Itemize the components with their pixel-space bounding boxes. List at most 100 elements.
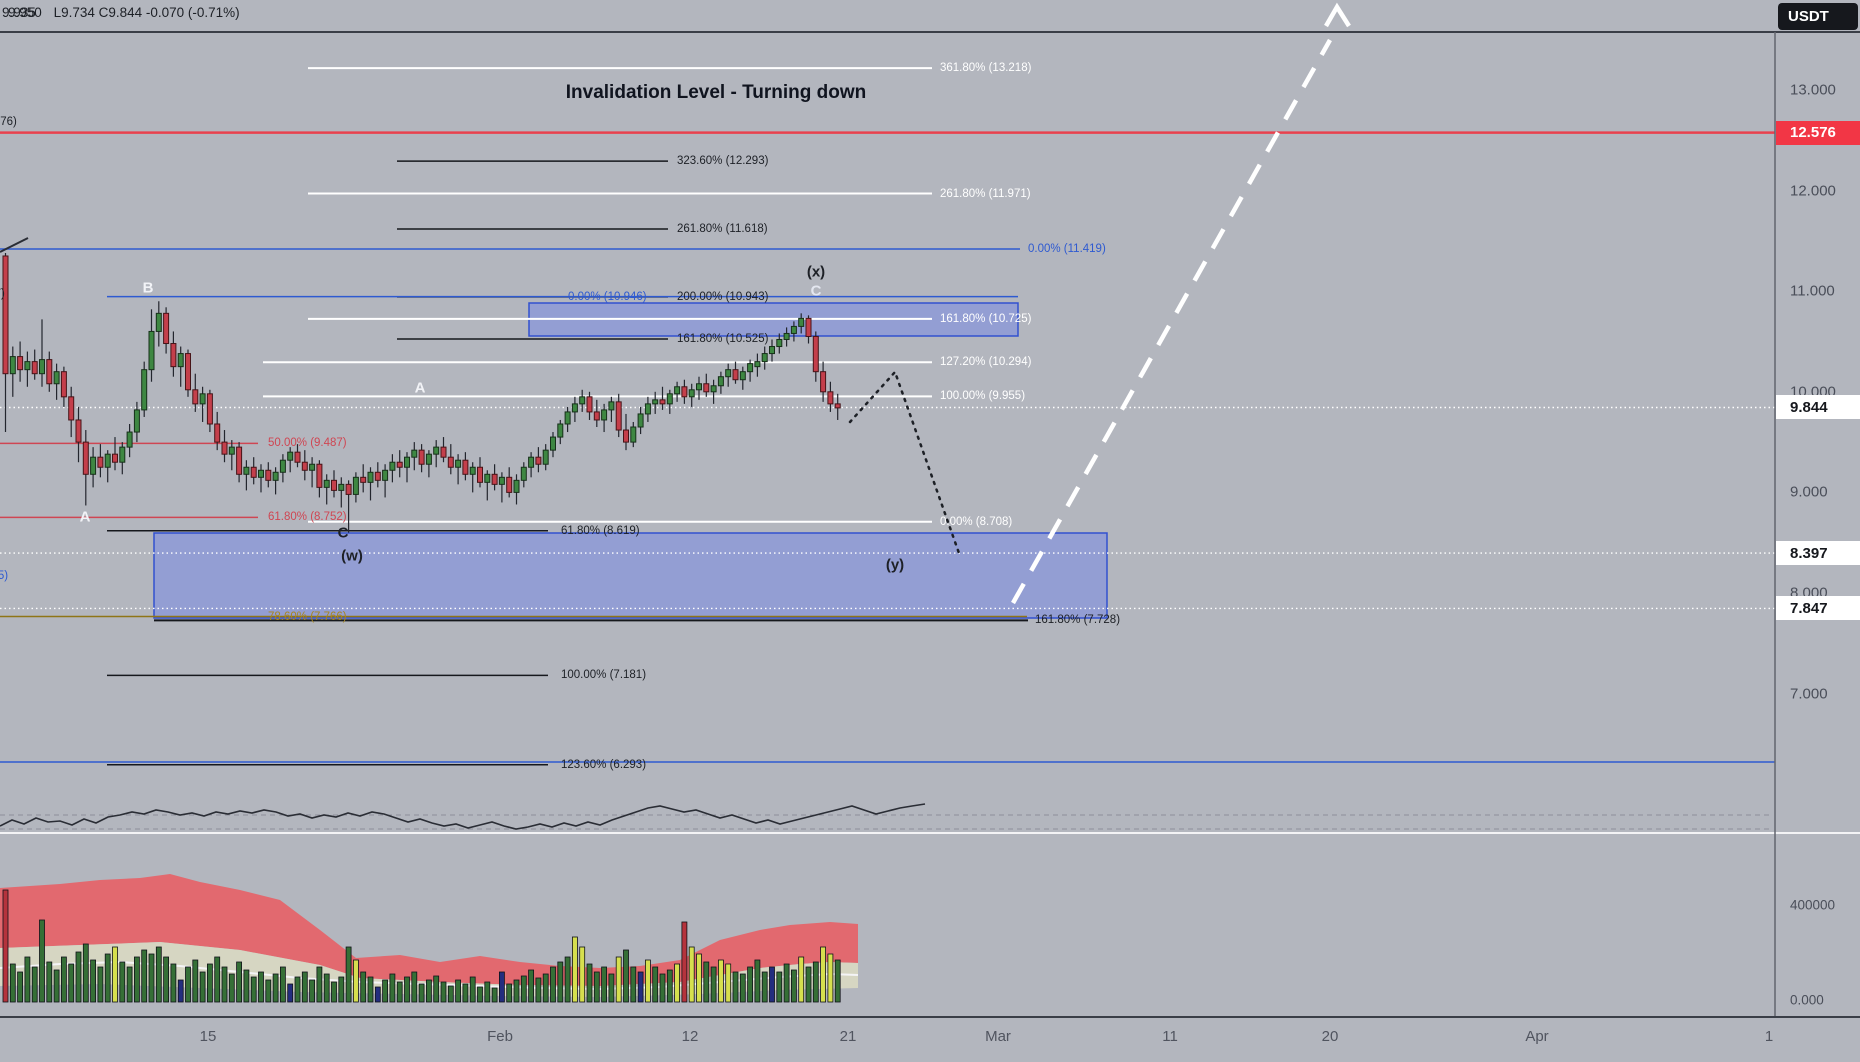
fib-level-label[interactable]: 0.00% (8.708) (940, 515, 1013, 528)
volume-bar (557, 961, 564, 1003)
candle-up (279, 459, 286, 473)
candle-up (761, 353, 768, 363)
volume-bar (133, 956, 140, 1003)
candle-up (24, 361, 31, 371)
fib-level-label[interactable]: 61.80% (8.752) (268, 511, 347, 524)
elliott-wave-label[interactable]: C (337, 524, 349, 542)
volume-bar (769, 966, 775, 1003)
candle-up (674, 386, 681, 395)
fib-level-label[interactable]: 161.80% (7.728) (1035, 614, 1121, 627)
volume-bar (535, 977, 542, 1003)
candle-up (411, 449, 418, 458)
candle-down (418, 449, 425, 465)
candle-up (550, 436, 556, 451)
fib-level-label[interactable]: 200.00% (10.943) (677, 290, 769, 303)
price-tick: 7.000 (1790, 685, 1828, 703)
fib-level-label[interactable]: 361.80% (13.218) (940, 62, 1032, 75)
volume-bar (155, 946, 162, 1003)
candle-up (557, 423, 564, 438)
trend-arrow-shaft[interactable] (1011, 38, 1332, 605)
elliott-wave-label[interactable]: A (414, 379, 426, 397)
elliott-wave-label[interactable]: B (142, 279, 154, 297)
volume-bar (615, 956, 622, 1003)
currency-badge[interactable]: USDT (1778, 3, 1858, 30)
volume-bar (725, 963, 732, 1003)
volume-bar (265, 979, 272, 1003)
elliott-wave-label[interactable]: (x) (806, 263, 826, 281)
volume-bar (542, 973, 549, 1003)
volume-bar (185, 966, 191, 1003)
candle-up (338, 483, 345, 491)
fib-level-label[interactable]: 261.80% (11.971) (940, 187, 1031, 200)
candle-down (163, 312, 170, 345)
fib-level-label[interactable]: 100.00% (7.181) (561, 669, 647, 682)
time-tick: 12 (681, 1028, 699, 1045)
volume-bar (104, 953, 111, 1003)
volume-envelope-red (0, 874, 858, 986)
candle-down (206, 393, 213, 425)
candle-up (696, 383, 702, 391)
volume-bar (119, 961, 126, 1003)
fib-level-label[interactable]: 78.60% (7.766) (268, 610, 347, 623)
candle-down (316, 463, 323, 488)
volume-bar (404, 976, 410, 1003)
candle-up (790, 325, 797, 334)
candle-up (564, 411, 571, 425)
fib-level-label[interactable]: 0.00% (10.946) (568, 290, 647, 303)
volume-bar (783, 963, 790, 1003)
fib-level-label[interactable]: 123.60% (6.293) (561, 758, 647, 771)
fib-level-label[interactable]: 0.00% (11.419) (1028, 243, 1106, 256)
volume-bar (75, 951, 82, 1003)
fib-level-label[interactable]: 161.80% (10.525) (677, 332, 769, 345)
volume-bar (97, 966, 104, 1003)
elliott-wave-label[interactable]: A (79, 508, 91, 526)
volume-bar (214, 956, 221, 1003)
elliott-wave-label[interactable]: (y) (885, 556, 905, 574)
fib-level-label[interactable]: 161.80% (10.725) (940, 312, 1032, 325)
volume-bar (739, 973, 746, 1003)
candle-down (192, 389, 199, 405)
volume-bar (323, 973, 330, 1003)
volume-bar (374, 986, 381, 1003)
volume-bar (718, 959, 724, 1003)
candle-up (425, 453, 432, 465)
candle-down (214, 423, 221, 443)
candle-up (666, 393, 673, 405)
volume-bar (148, 953, 155, 1003)
volume-bar (827, 953, 834, 1003)
price-badge: 9.844 (1776, 395, 1860, 420)
candle-down (374, 471, 381, 481)
volume-bar (834, 959, 841, 1003)
volume-bar (491, 987, 498, 1003)
chart-annotation-title[interactable]: Invalidation Level - Turning down (565, 82, 867, 103)
candle-up (498, 476, 505, 485)
candle-down (659, 399, 666, 405)
volume-bar (732, 971, 739, 1003)
volume-bar (623, 949, 629, 1003)
candle-up (9, 356, 16, 375)
fib-level-label[interactable]: 127.20% (10.294) (940, 356, 1032, 369)
candle-down (82, 441, 89, 475)
fib-level-label[interactable]: 261.80% (11.618) (677, 223, 768, 236)
candle-down (75, 419, 82, 443)
candle-up (104, 453, 111, 468)
candle-down (477, 466, 483, 483)
candle-up (287, 451, 294, 461)
candle-up (601, 409, 608, 421)
volume-bar (141, 949, 148, 1003)
candle-up (309, 463, 316, 471)
elliott-wave-label[interactable]: C (810, 282, 822, 300)
candle-up (630, 426, 637, 443)
candle-up (177, 353, 184, 368)
fib-level-label[interactable]: 323.60% (12.293) (677, 155, 769, 168)
fib-level-label[interactable]: 100.00% (9.955) (940, 390, 1026, 403)
candle-up (579, 396, 586, 405)
fib-level-label[interactable]: 61.80% (8.619) (561, 524, 640, 537)
fib-level-label[interactable]: 50.00% (9.487) (268, 437, 347, 450)
volume-bar (2, 889, 9, 1003)
elliott-wave-label[interactable]: (w) (341, 547, 363, 565)
volume-bar (812, 961, 819, 1003)
fib-projection-box[interactable] (153, 532, 1108, 619)
volume-bar (761, 971, 768, 1003)
